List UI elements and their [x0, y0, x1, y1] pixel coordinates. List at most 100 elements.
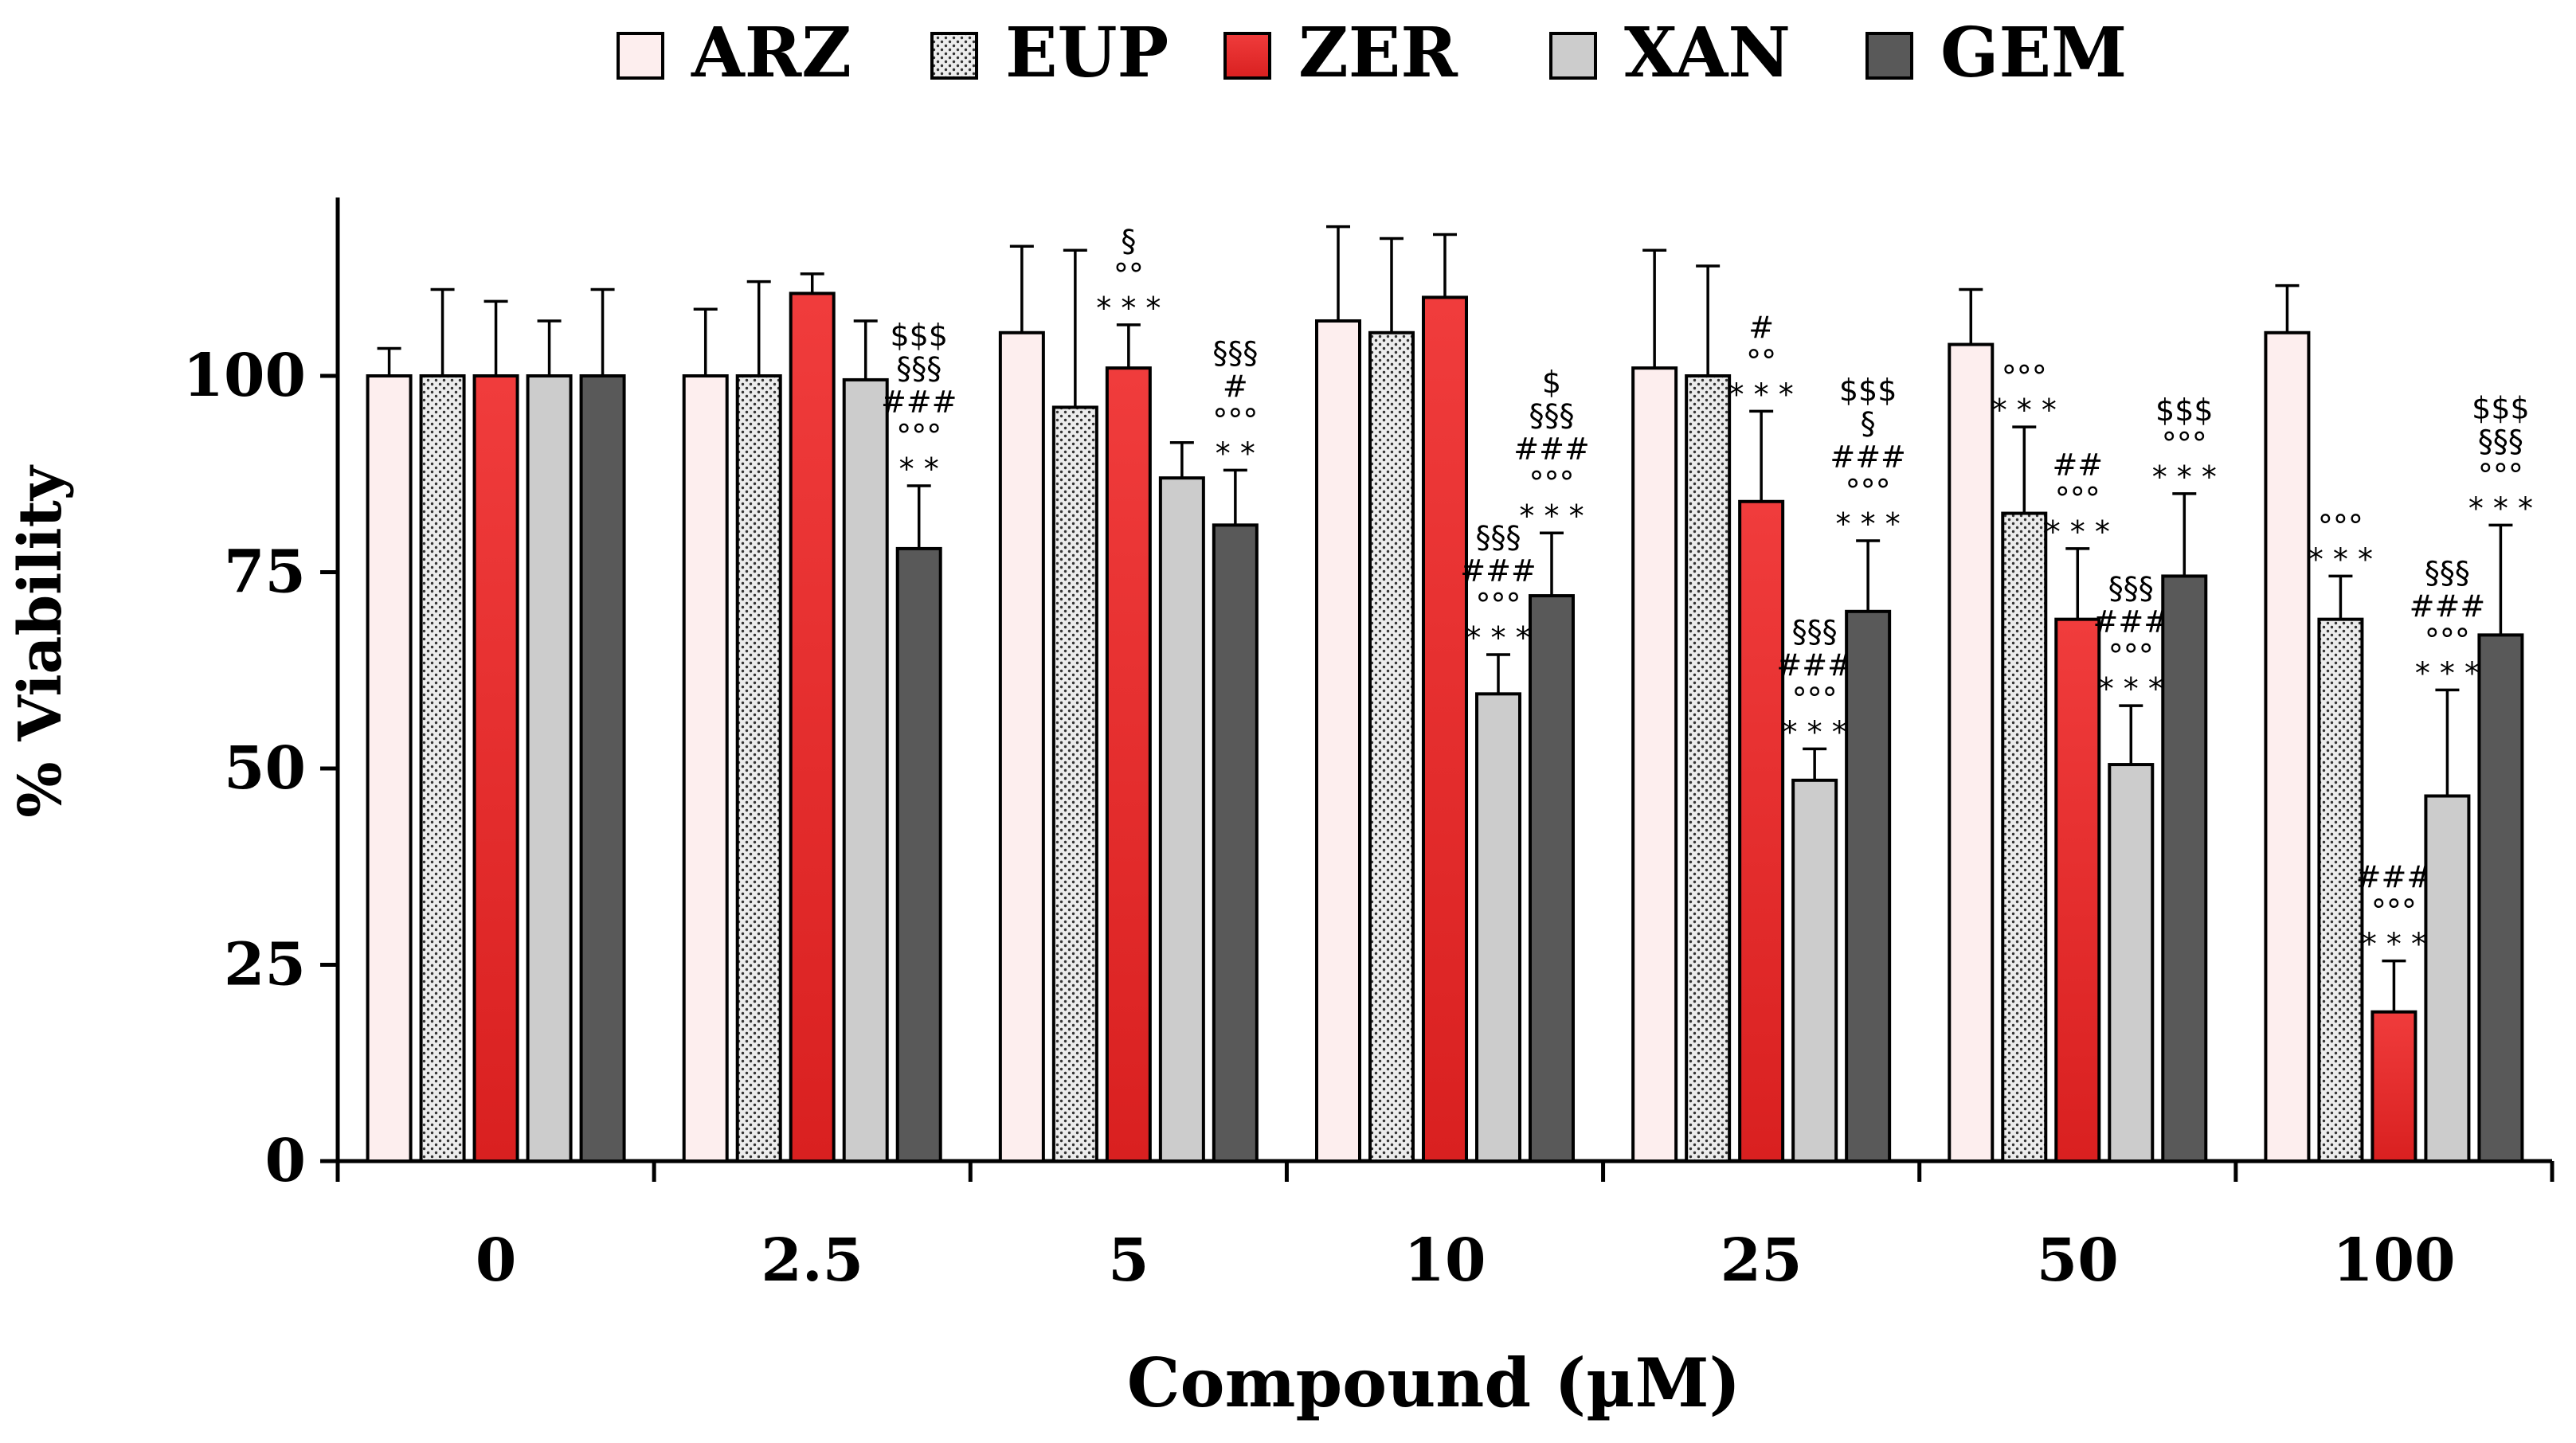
significance-mark: ### — [2356, 860, 2433, 895]
significance-mark: ### — [1830, 440, 1906, 475]
significance-mark: * * * — [2099, 671, 2163, 706]
significance-mark: * * * — [2152, 459, 2217, 495]
significance-mark: * * — [899, 452, 939, 487]
significance-mark: §§§ — [1792, 614, 1838, 649]
significance-mark: §§§ — [2478, 424, 2523, 459]
significance-mark: * * * — [1096, 291, 1161, 326]
legend: ARZ EUP ZER XAN GEM — [617, 13, 2127, 93]
y-tick-label: 25 — [224, 931, 306, 999]
significance-mark: °°° — [2425, 622, 2470, 657]
significance-mark: ### — [1513, 432, 1590, 467]
x-tick-label: 2.5 — [761, 1226, 863, 1295]
bar-zer — [789, 291, 836, 1163]
significance-mark: °°° — [2371, 894, 2417, 929]
legend-swatch-gem — [1865, 32, 1913, 80]
significance-mark: # — [1748, 310, 1774, 345]
significance-mark: ### — [1460, 553, 1537, 589]
bar-eup — [1685, 374, 1732, 1163]
significance-mark: °° — [1746, 343, 1776, 378]
significance-mark: §§§ — [896, 351, 942, 386]
bar-eup — [1368, 330, 1415, 1163]
x-axis-title: Compound (µM) — [1127, 1343, 1741, 1422]
significance-mark: §§§ — [2425, 555, 2470, 590]
bar-eup — [1051, 405, 1098, 1163]
significance-mark: °°° — [1212, 402, 1258, 437]
significance-mark: °°° — [2108, 638, 2154, 673]
bar-eup — [2317, 617, 2364, 1163]
legend-swatch-arz — [617, 32, 664, 80]
significance-mark: # — [1223, 369, 1248, 404]
significance-mark: °°° — [2002, 359, 2047, 394]
bar-zer — [472, 374, 519, 1163]
bar-arz — [1315, 319, 1361, 1163]
significance-mark: $$$ — [2155, 393, 2214, 428]
x-tick-label: 10 — [1404, 1226, 1486, 1295]
significance-mark: §§§ — [1476, 520, 1521, 555]
bar-xan — [1791, 778, 1838, 1163]
significance-mark: * * * — [2046, 514, 2110, 549]
bar-zer — [1422, 295, 1468, 1163]
bar-arz — [2264, 330, 2311, 1163]
significance-mark: °°° — [896, 418, 942, 453]
y-tick-label: 0 — [265, 1127, 307, 1195]
significance-mark: * * * — [1466, 620, 1530, 655]
significance-mark: °°° — [2478, 457, 2523, 492]
bar-arz — [998, 330, 1045, 1163]
bar-gem — [1529, 594, 1575, 1163]
y-tick-label: 100 — [183, 342, 306, 410]
significance-mark: ## — [2052, 448, 2103, 483]
significance-mark: * * * — [2362, 927, 2426, 962]
bar-gem — [1212, 523, 1259, 1163]
significance-mark: $$$ — [890, 318, 948, 353]
bar-gem — [2161, 574, 2208, 1163]
bar-arz — [1948, 342, 1995, 1163]
significance-mark: §§§ — [1212, 335, 1258, 370]
significance-mark: $$$ — [2472, 390, 2530, 425]
legend-label-eup: EUP — [1005, 13, 1169, 93]
x-tick-label: 100 — [2332, 1226, 2455, 1295]
significance-mark: °°° — [1792, 681, 1838, 716]
y-axis-title: % Viability — [6, 464, 75, 818]
significance-mark: §§§ — [2108, 571, 2154, 606]
significance-mark: * * * — [2308, 542, 2373, 577]
bar-gem — [579, 374, 626, 1163]
bar-xan — [526, 374, 573, 1163]
bar-xan — [1158, 476, 1205, 1163]
x-tick-label: 50 — [2037, 1226, 2119, 1295]
legend-swatch-xan — [1549, 32, 1597, 80]
significance-mark: § — [1121, 224, 1136, 259]
bar-eup — [735, 374, 782, 1163]
significance-mark: * * * — [2415, 655, 2480, 690]
significance-mark: ### — [2093, 604, 2170, 639]
bar-gem — [2477, 633, 2524, 1163]
y-tick-label: 50 — [224, 734, 306, 803]
legend-label-gem: GEM — [1940, 13, 2127, 93]
bar-eup — [419, 374, 466, 1163]
significance-mark: °°° — [2162, 426, 2207, 461]
significance-mark: §§§ — [1529, 398, 1575, 433]
significance-mark: °°° — [1846, 473, 1891, 508]
significance-mark: * * — [1216, 436, 1255, 471]
significance-mark: § — [1861, 406, 1876, 441]
bar-gem — [1845, 609, 1892, 1163]
significance-mark: * * * — [1836, 506, 1901, 542]
significance-mark: $$$ — [1839, 373, 1897, 408]
significance-mark: $ — [1542, 365, 1561, 400]
bar-xan — [1475, 692, 1521, 1163]
legend-swatch-eup — [930, 32, 978, 80]
significance-mark: °°° — [2055, 481, 2100, 516]
significance-mark: * * * — [1519, 499, 1584, 534]
legend-label-xan: XAN — [1624, 13, 1791, 93]
significance-mark: * * * — [1783, 714, 1847, 749]
significance-mark: * * * — [1729, 377, 1794, 412]
significance-mark: °°° — [2318, 508, 2363, 543]
significance-mark: ### — [2410, 589, 2486, 624]
bar-zer — [2370, 1010, 2417, 1163]
x-tick-label: 5 — [1108, 1226, 1149, 1295]
bar-arz — [366, 374, 413, 1163]
bar-gem — [895, 546, 942, 1163]
y-tick-label: 75 — [224, 538, 306, 607]
bar-zer — [2054, 617, 2101, 1163]
legend-label-arz: ARZ — [691, 13, 851, 93]
